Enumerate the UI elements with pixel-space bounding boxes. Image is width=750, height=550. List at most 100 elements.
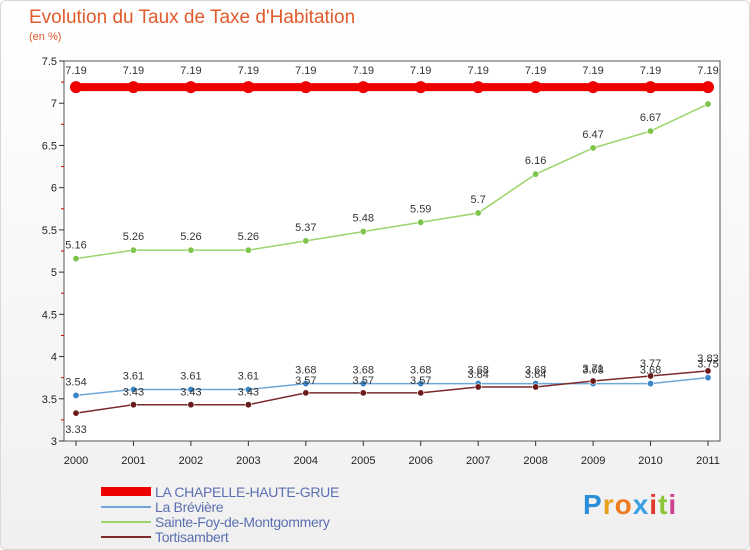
legend-swatch (101, 487, 151, 496)
data-label: 7.19 (525, 65, 546, 77)
data-label: 6.16 (525, 155, 546, 167)
legend-label: Tortisambert (155, 529, 229, 545)
legend-label: La Brévière (155, 499, 224, 515)
x-tick-label: 2004 (294, 455, 318, 467)
data-point (187, 246, 195, 254)
data-point (417, 380, 425, 388)
data-label: 3.75 (697, 359, 718, 371)
data-label: 3.57 (410, 375, 431, 387)
data-label: 3.68 (467, 365, 488, 377)
data-label: 3.64 (467, 369, 488, 381)
data-label: 7.19 (295, 65, 316, 77)
data-label: 5.7 (471, 194, 486, 206)
data-label: 3.77 (640, 358, 661, 370)
x-tick-label: 2010 (638, 455, 662, 467)
data-label: 7.19 (467, 65, 488, 77)
data-label: 3.68 (525, 365, 546, 377)
proxiti-logo: Proxiti (583, 489, 677, 521)
data-point (299, 81, 312, 94)
data-label: 3.33 (65, 424, 86, 436)
data-label: 5.26 (123, 231, 144, 243)
data-point (129, 401, 137, 409)
y-tick-label: 4 (51, 352, 57, 364)
data-point (72, 391, 80, 399)
data-label: 3.57 (295, 375, 316, 387)
x-tick-label: 2001 (121, 455, 145, 467)
data-label: 3.57 (353, 375, 374, 387)
data-point (302, 380, 310, 388)
data-point (414, 81, 427, 94)
logo-letter: x (632, 489, 650, 520)
data-point (244, 401, 252, 409)
data-point (359, 389, 367, 397)
data-point (417, 389, 425, 397)
series-line (75, 370, 709, 414)
x-tick-label: 2009 (581, 455, 605, 467)
data-point (72, 255, 80, 263)
data-point (474, 209, 482, 217)
y-tick-label: 7 (51, 98, 57, 110)
data-label: 3.68 (410, 365, 431, 377)
legend-label: LA CHAPELLE-HAUTE-GRUE (155, 484, 340, 500)
logo-letter: o (614, 489, 633, 520)
x-tick-label: 2007 (466, 455, 490, 467)
data-label: 3.68 (640, 365, 661, 377)
logo-letter: r (602, 489, 615, 520)
data-label: 7.19 (123, 65, 144, 77)
legend-swatch (101, 506, 151, 508)
data-label: 5.26 (238, 231, 259, 243)
data-point (647, 380, 655, 388)
data-label: 5.48 (353, 213, 374, 225)
data-label: 3.68 (582, 365, 603, 377)
data-point (70, 81, 82, 94)
data-point (589, 144, 597, 152)
data-point (359, 380, 367, 388)
x-tick-label: 2005 (351, 455, 375, 467)
data-label: 3.68 (353, 365, 374, 377)
data-point (704, 374, 712, 382)
data-point (244, 246, 252, 254)
data-label: 3.43 (123, 387, 144, 399)
data-point (474, 383, 482, 391)
data-label: 3.83 (697, 353, 718, 365)
data-label: 7.19 (697, 65, 718, 77)
series-line (75, 376, 709, 397)
y-tick-label: 4.5 (42, 309, 57, 321)
legend-swatch (101, 521, 151, 523)
data-label: 6.67 (640, 112, 661, 124)
x-tick-label: 2006 (408, 455, 432, 467)
data-label: 3.61 (238, 370, 259, 382)
data-label: 3.68 (295, 365, 316, 377)
logo-letter: i (649, 489, 659, 520)
logo-letter: P (583, 489, 603, 520)
data-point (187, 401, 195, 409)
logo-letter: t (658, 489, 669, 520)
data-point (129, 385, 137, 393)
y-tick-label: 5 (51, 267, 57, 279)
data-point (702, 81, 714, 94)
data-point (472, 81, 485, 94)
data-point (532, 170, 540, 178)
y-tick-label: 6.5 (42, 140, 57, 152)
data-point (532, 383, 540, 391)
x-tick-label: 2002 (179, 455, 203, 467)
y-tick-label: 3.5 (42, 394, 57, 406)
data-label: 7.19 (410, 65, 431, 77)
data-point (587, 81, 600, 94)
data-label: 5.16 (65, 240, 86, 252)
data-label: 7.19 (640, 65, 661, 77)
chart-subtitle: (en %) (29, 31, 62, 43)
x-tick-label: 2000 (64, 455, 88, 467)
y-tick-label: 6 (51, 183, 57, 195)
legend-label: Sainte-Foy-de-Montgommery (155, 514, 330, 530)
legend-swatch (101, 536, 151, 538)
x-tick-label: 2011 (696, 455, 720, 467)
data-label: 3.43 (238, 387, 259, 399)
data-point (589, 377, 597, 385)
data-label: 7.19 (582, 65, 603, 77)
chart-title: Evolution du Taux de Taxe d'Habitation (29, 7, 356, 28)
data-label: 3.61 (123, 370, 144, 382)
data-point (529, 81, 542, 94)
data-point (704, 100, 712, 108)
